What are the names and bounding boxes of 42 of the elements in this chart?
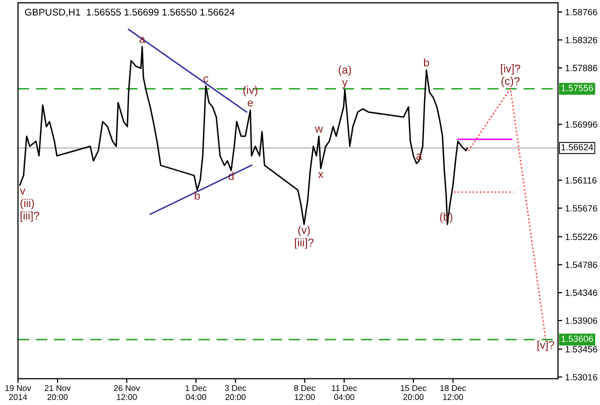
annotation: y	[342, 80, 348, 88]
x-tick-label: 11 Dec 04:00	[332, 385, 357, 400]
y-tick-label: 1.55676	[566, 205, 598, 212]
x-tick-label: 26 Nov 12:00	[114, 385, 140, 400]
annotation: [iii]?	[294, 238, 314, 249]
annotation: [v]?	[537, 340, 554, 352]
x-tick-label: 21 Nov 20:00	[44, 385, 71, 400]
annotation: (iv)	[243, 86, 258, 96]
annotation: x	[318, 172, 324, 178]
y-tick-label: 1.58326	[566, 36, 598, 44]
ref-line-label: 1.57556	[561, 84, 594, 92]
annotation: c	[204, 76, 208, 82]
y-tick-label: 1.58766	[566, 8, 598, 16]
ref-line-label: 1.56624	[561, 144, 594, 150]
y-tick-label: 1.57886	[566, 64, 598, 72]
x-tick-label: 18 Dec 12:00	[440, 385, 466, 400]
y-tick-label: 1.55226	[566, 234, 598, 240]
annotation: v	[20, 188, 26, 194]
annotation: b	[194, 192, 200, 200]
y-tick-label: 1.53456	[566, 346, 598, 352]
annotation: [iii]?	[20, 211, 40, 222]
text: GBPUSD,H1 1.56555 1.56699 1.56550 1.56624	[24, 8, 234, 17]
y-tick-label: 1.53906	[566, 317, 598, 324]
y-tick-label: 1.54786	[566, 262, 598, 268]
x-tick-label: 1 Dec 04:00	[186, 385, 207, 400]
y-tick-label: 1.56116	[566, 177, 597, 184]
annotation: b	[424, 58, 430, 67]
y-tick-label: 1.54346	[566, 290, 598, 296]
x-tick-label: 15 Dec 20:00	[400, 385, 426, 400]
annotation: (c)?	[502, 76, 520, 88]
annotation: (v)	[298, 226, 310, 236]
annotation: w	[314, 126, 323, 132]
annotation: e	[248, 100, 253, 107]
ref-line-label: 1.53606	[561, 336, 594, 342]
annotation: (a)	[338, 66, 351, 76]
annotation: (iii)	[20, 198, 34, 210]
x-tick-label: 19 Nov 2014	[5, 385, 32, 400]
y-tick-label: 1.53016	[566, 374, 598, 380]
x-tick-label: 8 Dec 12:00	[294, 385, 316, 400]
x-tick-label: 3 Dec 20:00	[224, 385, 246, 400]
annotation: [iv]?	[501, 64, 520, 75]
y-tick-label: 1.56996	[566, 121, 598, 128]
